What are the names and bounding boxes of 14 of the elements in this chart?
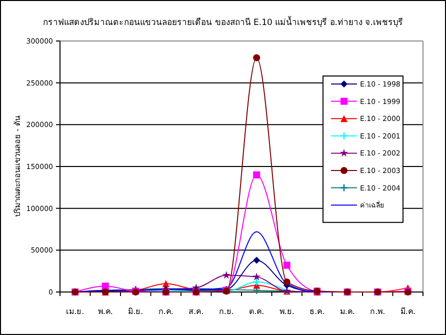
x-tick-label: พ.ค. [98,307,113,316]
x-tick-label: ก.ย. [218,307,234,316]
x-tick-label: พ.ย. [279,307,294,316]
x-tick-label: ต.ค. [249,307,264,316]
x-tick-label: ม.ค. [340,307,355,316]
x-tick-label: มี.ค. [400,307,416,316]
x-tick-label: ก.พ. [370,307,386,316]
x-tick-label: ก.ค. [158,307,174,316]
x-tick-label: มิ.ย. [128,307,144,316]
chart-title: กราฟแสดงปริมาณตะกอนแขวนลอยรายเดือน ของสถานี E.10 แม่น้ำเพชรบุรี อ.ท่ายาง จ.เพชรบุรี [43,16,403,28]
x-tick-label: ส.ค. [188,307,204,316]
y-axis-title: ปริมาณตะกอนแขวนลอย - ตัน [13,115,22,217]
x-tick-label: เม.ย. [66,307,84,316]
x-tick-label: ธ.ค. [310,307,325,316]
